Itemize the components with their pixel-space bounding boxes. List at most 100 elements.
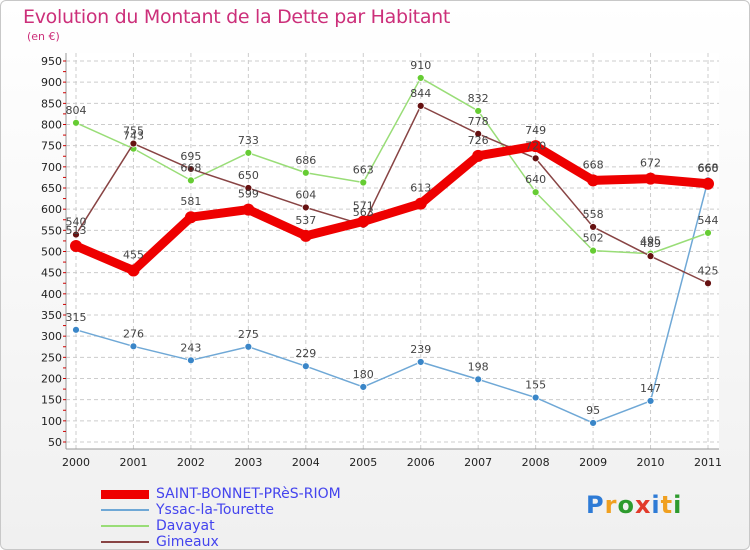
data-point: [187, 356, 195, 365]
y-tick-label: 950: [41, 55, 62, 68]
data-point: [702, 177, 714, 190]
data-label: 155: [525, 379, 546, 392]
y-tick-label: 650: [41, 182, 62, 195]
series-3: [72, 101, 712, 288]
data-label: 239: [410, 343, 431, 356]
data-label: 668: [180, 161, 201, 174]
x-tick-label: 2008: [522, 456, 550, 469]
data-point: [416, 101, 425, 110]
data-point: [70, 239, 82, 252]
series-1: [72, 176, 712, 427]
data-label: 844: [410, 87, 431, 100]
data-point: [587, 174, 600, 187]
data-label: 604: [295, 188, 316, 201]
data-label: 749: [525, 124, 546, 137]
data-label: 581: [180, 195, 201, 208]
series-2: [72, 74, 712, 258]
chart-unit: (en €): [27, 30, 60, 43]
data-label: 147: [640, 382, 661, 395]
logo-letter: P: [586, 491, 605, 519]
legend-label: Gimeaux: [156, 534, 219, 550]
data-point: [529, 140, 542, 153]
data-point: [184, 211, 197, 224]
y-tick-label: 550: [41, 224, 62, 237]
logo-letter: i: [673, 491, 683, 519]
data-label: 910: [410, 59, 431, 72]
data-point: [644, 172, 657, 185]
data-point: [187, 165, 195, 173]
x-tick-label: 2001: [119, 456, 147, 469]
data-label: 544: [698, 214, 719, 227]
x-tick-label: 2011: [694, 456, 722, 469]
data-label: 663: [353, 163, 374, 176]
data-label: 502: [583, 232, 604, 245]
data-label: 668: [698, 161, 719, 174]
y-tick-label: 150: [41, 394, 62, 407]
data-label: 275: [238, 328, 259, 341]
data-point: [704, 279, 712, 288]
series-line: [75, 77, 709, 255]
data-label: 495: [640, 235, 661, 248]
data-point: [244, 148, 253, 157]
data-point: [646, 397, 655, 405]
y-tick-label: 750: [41, 140, 62, 153]
data-label: 672: [640, 157, 661, 170]
data-label: 650: [238, 169, 259, 182]
data-point: [72, 325, 80, 334]
logo-letter: x: [634, 491, 652, 519]
legend-swatch: [101, 541, 149, 543]
data-label: 778: [468, 115, 489, 128]
data-label: 180: [353, 368, 374, 381]
data-point: [474, 129, 483, 138]
data-point: [359, 178, 368, 187]
data-point: [359, 383, 368, 391]
data-label: 804: [66, 104, 87, 117]
y-tick-label: 900: [41, 76, 62, 89]
data-label: 726: [468, 134, 489, 147]
data-point: [589, 246, 597, 255]
data-point: [129, 139, 138, 148]
data-point: [242, 203, 255, 216]
x-tick-label: 2009: [579, 456, 607, 469]
data-label: 668: [583, 158, 604, 171]
y-tick-label: 200: [41, 373, 62, 386]
data-label: 425: [698, 264, 719, 277]
data-label: 743: [123, 130, 144, 143]
legend-swatch: [101, 490, 149, 499]
y-tick-label: 600: [41, 203, 62, 216]
y-tick-label: 300: [41, 330, 62, 343]
y-tick-label: 850: [41, 97, 62, 110]
data-point: [531, 393, 540, 402]
data-label: 832: [468, 92, 489, 105]
x-tick-label: 2004: [292, 456, 320, 469]
data-point: [301, 168, 310, 177]
data-label: 540: [66, 216, 87, 229]
x-tick-label: 2000: [62, 456, 90, 469]
data-point: [589, 419, 597, 427]
x-tick-label: 2002: [177, 456, 205, 469]
data-point: [474, 375, 483, 384]
data-point: [589, 223, 597, 231]
data-label: 537: [295, 214, 316, 227]
y-tick-label: 700: [41, 161, 62, 174]
series-0: [70, 140, 714, 277]
data-label: 599: [238, 188, 259, 201]
data-label: 563: [353, 206, 374, 219]
data-label: 455: [123, 249, 144, 262]
data-label: 686: [295, 154, 316, 167]
data-point: [301, 362, 310, 371]
y-tick-label: 350: [41, 309, 62, 322]
logo-letter: i: [651, 491, 661, 519]
x-tick-label: 2005: [349, 456, 377, 469]
x-tick-label: 2007: [464, 456, 492, 469]
data-labels: 315 276 243 275 229 180 239 198 155 95 147 668 804 74…: [66, 59, 719, 417]
data-label: 229: [295, 347, 316, 360]
y-tick-label: 800: [41, 119, 62, 132]
data-label: 613: [410, 182, 431, 195]
data-point: [72, 230, 80, 239]
data-label: 720: [525, 139, 546, 152]
axes: 50 100 150 200 250 300 350 400 450 500 550 600 650 70…: [41, 53, 722, 469]
data-point: [244, 184, 253, 192]
